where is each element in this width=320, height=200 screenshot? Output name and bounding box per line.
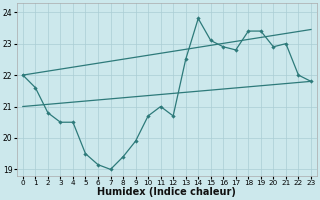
X-axis label: Humidex (Indice chaleur): Humidex (Indice chaleur) <box>98 187 236 197</box>
